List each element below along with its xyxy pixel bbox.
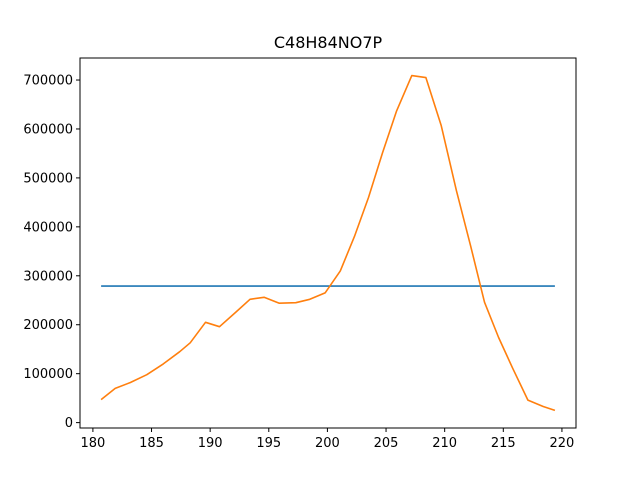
y-tick-label: 100000	[23, 367, 73, 382]
x-tick-label: 215	[491, 436, 516, 451]
x-tick-label: 210	[432, 436, 457, 451]
y-tick-label: 600000	[23, 122, 73, 137]
y-tick-label: 400000	[23, 220, 73, 235]
series-line-2	[100, 74, 556, 412]
chart-title: C48H84NO7P	[274, 33, 383, 52]
y-tick-label: 0	[65, 416, 73, 431]
x-tick-label: 185	[139, 436, 164, 451]
y-tick-label: 700000	[23, 74, 73, 89]
x-tick-label: 180	[80, 436, 105, 451]
y-axis: 0 100000 200000 300000 400000 500000 600000 700…	[23, 74, 80, 431]
y-tick-label: 300000	[23, 269, 73, 284]
x-tick-label: 195	[256, 436, 281, 451]
x-tick-label: 200	[315, 436, 340, 451]
y-tick-label: 500000	[23, 171, 73, 186]
plot-frame	[79, 57, 577, 429]
x-tick-label: 205	[374, 436, 399, 451]
x-tick-label: 190	[198, 436, 223, 451]
y-tick-label: 200000	[23, 318, 73, 333]
series-layer	[100, 74, 556, 412]
x-tick-label: 220	[550, 436, 575, 451]
x-axis: 180 185 190 195 200 205 210 215 220	[80, 428, 574, 451]
